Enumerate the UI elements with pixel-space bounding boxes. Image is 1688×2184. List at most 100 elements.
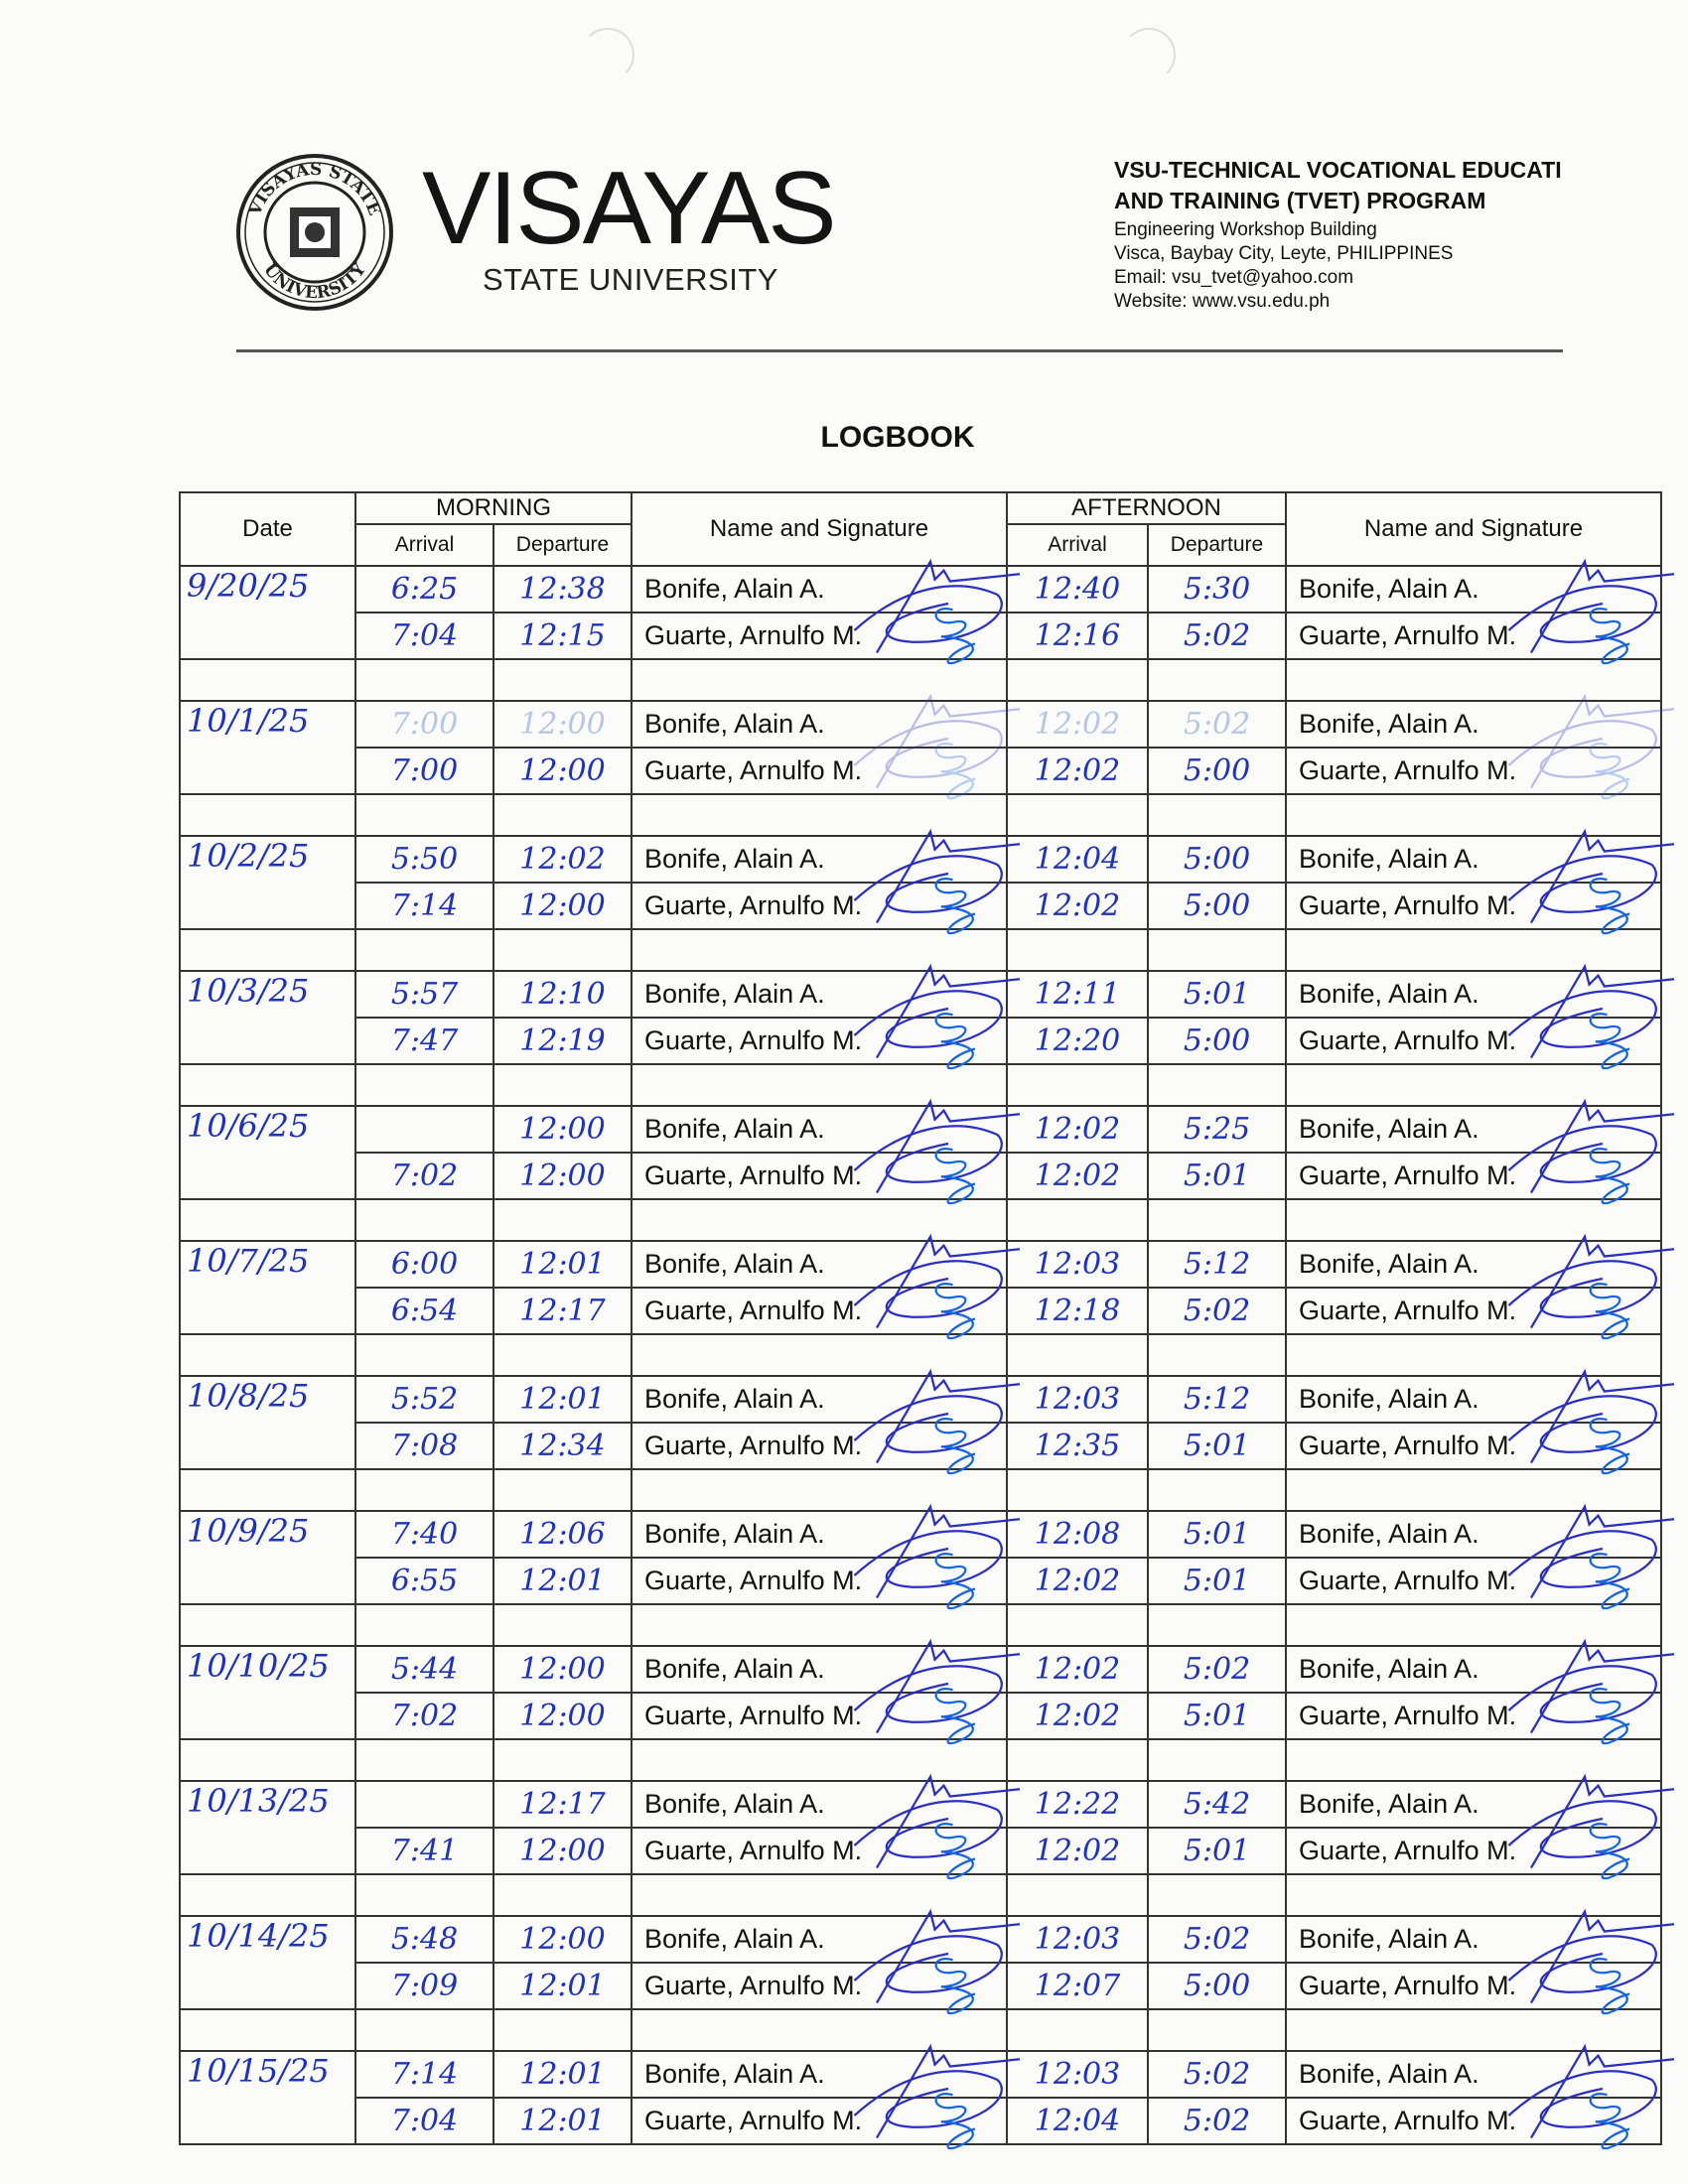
person-name-pm: Bonife, Alain A. bbox=[1285, 1638, 1675, 1745]
pm-arrival-time: 12:03 bbox=[1006, 1375, 1149, 1424]
spacer-row bbox=[179, 928, 1662, 972]
spacer-row bbox=[179, 1603, 1662, 1647]
pm-departure-time: 5:02 bbox=[1147, 1287, 1287, 1335]
am-departure-time: 12:34 bbox=[492, 1422, 633, 1470]
spacer-row bbox=[179, 1873, 1662, 1917]
am-departure-time: 12:00 bbox=[492, 1692, 633, 1740]
table-row: 7:00 12:00 Guarte, Arnulfo M. 12:02 5:00 Guar… bbox=[180, 747, 1662, 795]
pm-arrival-time: 12:04 bbox=[1006, 835, 1149, 884]
office-email: Email: vsu_tvet@yahoo.com bbox=[1114, 267, 1354, 288]
am-departure-time: 12:00 bbox=[492, 1152, 633, 1200]
pm-arrival-time: 12:02 bbox=[1006, 1827, 1149, 1875]
person-name-am: Bonife, Alain A. bbox=[631, 1503, 1021, 1610]
am-arrival-time: 6:25 bbox=[354, 565, 494, 614]
person-name-am: Guarte, Arnulfo M. bbox=[631, 1287, 1008, 1335]
person-name-am: Guarte, Arnulfo M. bbox=[631, 1422, 1008, 1470]
pm-departure-time: 5:42 bbox=[1147, 1780, 1287, 1829]
entry-date: 10/10/25 bbox=[179, 1645, 356, 1740]
entry-date: 9/20/25 bbox=[179, 565, 356, 660]
person-name-am: Bonife, Alain A. bbox=[631, 1773, 1021, 1880]
person-name-pm: Guarte, Arnulfo M. bbox=[1285, 1962, 1662, 2010]
pm-arrival-time: 12:18 bbox=[1006, 1287, 1149, 1335]
table-row: 10/8/25 5:52 12:01 Bonife, Alain A. 12:03 5:1… bbox=[179, 1368, 1675, 1475]
pm-arrival-time: 12:11 bbox=[1006, 970, 1149, 1019]
office-building: Engineering Workshop Building bbox=[1114, 219, 1377, 240]
table-row: 10/2/25 5:50 12:02 Bonife, Alain A. 12:04 5:0… bbox=[179, 828, 1675, 935]
person-name: Guarte, Arnulfo M. bbox=[644, 1025, 863, 1055]
am-arrival-time: 5:44 bbox=[354, 1645, 494, 1694]
header-name-signature-am: Name and Signature bbox=[631, 491, 1008, 567]
am-arrival-time: 7:08 bbox=[354, 1422, 494, 1470]
am-arrival-time: 7:00 bbox=[354, 700, 494, 749]
pm-arrival-time: 12:02 bbox=[1006, 1692, 1149, 1740]
pm-arrival-time: 12:16 bbox=[1006, 612, 1149, 660]
pm-arrival-time: 12:02 bbox=[1006, 1645, 1149, 1694]
person-name: Guarte, Arnulfo M. bbox=[644, 1160, 863, 1190]
university-name: VISAYAS bbox=[422, 151, 837, 266]
pm-departure-time: 5:12 bbox=[1147, 1240, 1287, 1289]
pm-departure-time: 5:00 bbox=[1147, 1962, 1287, 2010]
person-name: Bonife, Alain A. bbox=[1299, 709, 1479, 739]
pm-arrival-time: 12:02 bbox=[1006, 1152, 1149, 1200]
am-departure-time: 12:17 bbox=[492, 1287, 633, 1335]
person-name-am: Guarte, Arnulfo M. bbox=[631, 1017, 1008, 1065]
table-row: 7:47 12:19 Guarte, Arnulfo M. 12:20 5:00 Guar… bbox=[180, 1017, 1662, 1065]
person-name-pm: Guarte, Arnulfo M. bbox=[1285, 1152, 1662, 1200]
pm-arrival-time: 12:20 bbox=[1006, 1017, 1149, 1065]
pm-departure-time: 5:02 bbox=[1147, 700, 1287, 749]
entry-date: 10/6/25 bbox=[179, 1105, 356, 1200]
pm-departure-time: 5:01 bbox=[1147, 1422, 1287, 1470]
table-row: 6:54 12:17 Guarte, Arnulfo M. 12:18 5:02 Guar… bbox=[180, 1287, 1662, 1335]
person-name: Bonife, Alain A. bbox=[644, 2059, 825, 2089]
person-name-pm: Bonife, Alain A. bbox=[1285, 558, 1675, 665]
person-name-pm: Bonife, Alain A. bbox=[1285, 2043, 1675, 2150]
pm-departure-time: 5:01 bbox=[1147, 970, 1287, 1019]
spacer-row bbox=[179, 2008, 1662, 2052]
person-name-am: Guarte, Arnulfo M. bbox=[631, 2097, 1008, 2145]
pm-arrival-time: 12:04 bbox=[1006, 2097, 1149, 2145]
person-name: Bonife, Alain A. bbox=[644, 1519, 825, 1549]
person-name: Guarte, Arnulfo M. bbox=[1299, 755, 1517, 785]
person-name: Guarte, Arnulfo M. bbox=[644, 1296, 863, 1325]
am-departure-time: 12:01 bbox=[492, 1240, 633, 1289]
person-name-pm: Guarte, Arnulfo M. bbox=[1285, 882, 1662, 930]
pm-departure-time: 5:25 bbox=[1147, 1105, 1287, 1154]
am-departure-time: 12:06 bbox=[492, 1510, 633, 1559]
person-name: Bonife, Alain A. bbox=[644, 1924, 825, 1954]
university-seal-logo: VISAYAS STATE UNIVERSITY bbox=[236, 154, 393, 311]
am-arrival-time: 7:41 bbox=[354, 1827, 494, 1875]
am-arrival-time: 6:54 bbox=[354, 1287, 494, 1335]
am-departure-time: 12:00 bbox=[492, 747, 633, 795]
table-row: 6:55 12:01 Guarte, Arnulfo M. 12:02 5:01 Guar… bbox=[180, 1557, 1662, 1605]
am-departure-time: 12:00 bbox=[492, 1645, 633, 1694]
spacer-row bbox=[179, 658, 1662, 702]
person-name: Bonife, Alain A. bbox=[1299, 979, 1479, 1009]
entry-date: 10/8/25 bbox=[179, 1375, 356, 1470]
pm-departure-time: 5:02 bbox=[1147, 1915, 1287, 1964]
person-name: Bonife, Alain A. bbox=[644, 709, 825, 739]
person-name: Bonife, Alain A. bbox=[644, 574, 825, 604]
person-name: Guarte, Arnulfo M. bbox=[644, 1431, 863, 1460]
person-name-pm: Guarte, Arnulfo M. bbox=[1285, 1017, 1662, 1065]
person-name-pm: Guarte, Arnulfo M. bbox=[1285, 747, 1662, 795]
table-row: 7:09 12:01 Guarte, Arnulfo M. 12:07 5:00 Guar… bbox=[180, 1962, 1662, 2010]
am-arrival-time: 7:14 bbox=[354, 2050, 494, 2099]
am-arrival-time: 5:57 bbox=[354, 970, 494, 1019]
table-row: 9/20/25 6:25 12:38 Bonife, Alain A. 12:40 5:3… bbox=[179, 558, 1675, 665]
person-name: Bonife, Alain A. bbox=[1299, 2059, 1479, 2089]
am-departure-time: 12:19 bbox=[492, 1017, 633, 1065]
table-row: 7:02 12:00 Guarte, Arnulfo M. 12:02 5:01 Guar… bbox=[180, 1692, 1662, 1740]
pm-arrival-time: 12:03 bbox=[1006, 2050, 1149, 2099]
am-arrival-time: 7:40 bbox=[354, 1510, 494, 1559]
am-departure-time: 12:01 bbox=[492, 2097, 633, 2145]
header-am-departure: Departure bbox=[492, 523, 633, 567]
spacer-row bbox=[179, 1063, 1662, 1107]
person-name: Bonife, Alain A. bbox=[1299, 1924, 1479, 1954]
page-title: LOGBOOK bbox=[820, 421, 975, 454]
person-name-am: Bonife, Alain A. bbox=[631, 1233, 1021, 1340]
am-arrival-time: 7:02 bbox=[354, 1152, 494, 1200]
am-departure-time: 12:15 bbox=[492, 612, 633, 660]
person-name-pm: Bonife, Alain A. bbox=[1285, 1773, 1675, 1880]
am-arrival-time: 5:52 bbox=[354, 1375, 494, 1424]
pm-departure-time: 5:01 bbox=[1147, 1692, 1287, 1740]
